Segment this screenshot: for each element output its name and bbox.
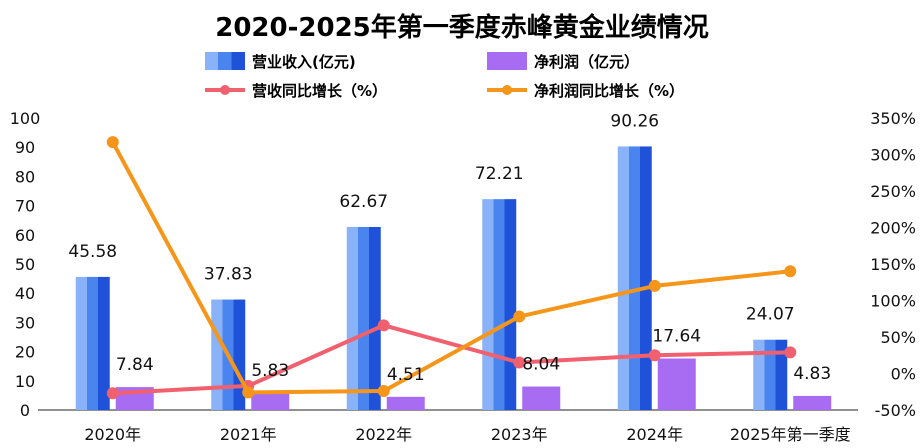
- bar-revenue: [753, 339, 788, 410]
- point-net-profit-growth: [242, 386, 255, 399]
- left-tick-label: 50: [15, 255, 35, 274]
- label-net-profit: 4.51: [387, 365, 425, 385]
- left-axis: 0 10 20 30 40 50 60 70 80 90 100: [10, 109, 41, 420]
- bar-net-profit: [793, 395, 832, 410]
- legend-label-3: 净利润同比增长（%）: [534, 82, 684, 100]
- label-net-profit: 7.84: [116, 355, 154, 375]
- line-revenue-growth: [112, 323, 791, 396]
- point-net-profit-growth: [784, 265, 797, 278]
- legend-label-0: 营业收入(亿元): [252, 53, 356, 71]
- left-tick-label: 40: [15, 284, 35, 303]
- bar-revenue: [482, 199, 517, 410]
- point-revenue-growth: [784, 346, 797, 359]
- left-tick-label: 20: [15, 343, 35, 362]
- bar-revenue: [346, 227, 381, 410]
- bars: [75, 146, 832, 410]
- lines: [106, 136, 797, 400]
- x-tick-label: 2023年: [491, 425, 548, 444]
- label-net-profit: 17.64: [652, 326, 701, 346]
- legend-swatch-revenue: [205, 52, 245, 70]
- left-tick-label: 10: [15, 372, 35, 391]
- right-tick-label: 100%: [870, 292, 916, 311]
- bar-net-profit: [522, 386, 561, 410]
- right-tick-label: 350%: [870, 109, 916, 128]
- label-revenue: 62.67: [339, 192, 388, 212]
- x-axis: 2020年 2021年 2022年 2023年 2024年 2025年第一季度: [84, 425, 850, 444]
- label-revenue: 45.58: [68, 242, 117, 262]
- label-revenue: 72.21: [475, 164, 524, 184]
- right-tick-label: -50%: [875, 401, 916, 420]
- x-tick-label: 2021年: [220, 425, 277, 444]
- point-revenue-growth: [648, 349, 661, 362]
- chart-title: 2020-2025年第一季度赤峰黄金业绩情况: [215, 12, 709, 43]
- right-tick-label: 50%: [880, 328, 916, 347]
- label-revenue: 24.07: [746, 305, 795, 325]
- left-tick-label: 30: [15, 313, 35, 332]
- label-revenue: 37.83: [204, 265, 253, 285]
- left-tick-label: 0: [20, 401, 30, 420]
- point-revenue-growth: [513, 356, 526, 369]
- right-tick-label: 200%: [870, 219, 916, 238]
- label-revenue: 90.26: [610, 111, 659, 131]
- left-tick-label: 70: [15, 197, 35, 216]
- legend-marker-2: [220, 85, 230, 95]
- x-tick-label: 2025年第一季度: [730, 425, 851, 444]
- left-tick-label: 90: [15, 138, 35, 157]
- line-net-profit-growth: [110, 141, 791, 395]
- point-net-profit-growth: [648, 279, 661, 292]
- label-net-profit: 4.83: [793, 364, 831, 384]
- point-net-profit-growth: [106, 136, 119, 149]
- bar-revenue: [75, 276, 110, 410]
- left-tick-label: 80: [15, 167, 35, 186]
- bar-net-profit: [386, 396, 425, 410]
- right-tick-label: 0%: [891, 365, 916, 384]
- x-tick-label: 2020年: [84, 425, 141, 444]
- right-tick-label: 250%: [870, 182, 916, 201]
- left-tick-label: 60: [15, 226, 35, 245]
- x-tick-label: 2024年: [626, 425, 683, 444]
- bar-revenue: [617, 146, 652, 410]
- legend-swatch-net-profit: [487, 52, 527, 70]
- legend-label-1: 净利润（亿元）: [534, 53, 639, 71]
- point-revenue-growth: [377, 319, 390, 332]
- legend-marker-3: [502, 85, 512, 95]
- point-net-profit-growth: [513, 310, 526, 323]
- x-tick-label: 2022年: [355, 425, 412, 444]
- point-revenue-growth: [106, 387, 119, 400]
- left-tick-label: 100: [10, 109, 41, 128]
- legend: 营业收入(亿元) 净利润（亿元） 营收同比增长（%） 净利润同比增长（%）: [205, 52, 684, 100]
- legend-label-2: 营收同比增长（%）: [252, 82, 387, 100]
- point-net-profit-growth: [377, 385, 390, 398]
- right-tick-label: 300%: [870, 146, 916, 165]
- bar-net-profit: [251, 392, 290, 410]
- data-labels: 45.58 7.84 37.83 5.83 62.67 4.51 72.21 8.04 90.2…: [68, 111, 831, 384]
- label-net-profit: 8.04: [522, 355, 560, 375]
- right-axis: -50% 0% 50% 100% 150% 200% 250% 300% 350%: [870, 109, 916, 420]
- right-tick-label: 150%: [870, 255, 916, 274]
- label-net-profit: 5.83: [251, 361, 289, 381]
- bar-net-profit: [657, 358, 696, 410]
